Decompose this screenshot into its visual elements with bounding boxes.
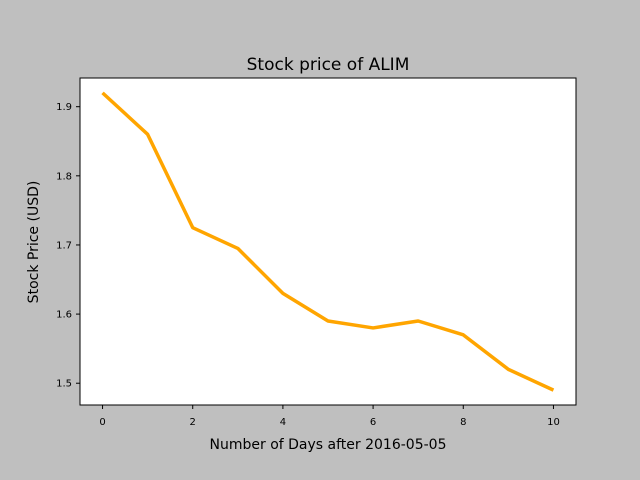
x-axis-ticks: 0 2 4 6 8 10 bbox=[99, 405, 560, 428]
y-tick-label: 1.7 bbox=[56, 240, 72, 251]
chart-title: Stock price of ALIM bbox=[247, 55, 410, 75]
y-tick-label: 1.5 bbox=[56, 379, 72, 390]
x-tick-label: 8 bbox=[460, 417, 466, 428]
x-tick-label: 2 bbox=[190, 417, 196, 428]
y-axis-ticks: 1.5 1.6 1.7 1.8 1.9 bbox=[56, 102, 80, 390]
plot-area bbox=[79, 77, 577, 406]
x-tick-label: 10 bbox=[547, 417, 560, 428]
y-tick-label: 1.8 bbox=[56, 171, 72, 182]
x-tick-label: 4 bbox=[280, 417, 286, 428]
series-line-0 bbox=[101, 91, 555, 392]
x-tick-label: 6 bbox=[370, 417, 376, 428]
y-axis-label: Stock Price (USD) bbox=[26, 181, 42, 304]
y-tick-label: 1.9 bbox=[56, 102, 72, 113]
x-axis-label: Number of Days after 2016-05-05 bbox=[210, 437, 447, 453]
y-tick-label: 1.6 bbox=[56, 310, 72, 321]
x-tick-label: 0 bbox=[99, 417, 105, 428]
data-series bbox=[101, 91, 555, 392]
